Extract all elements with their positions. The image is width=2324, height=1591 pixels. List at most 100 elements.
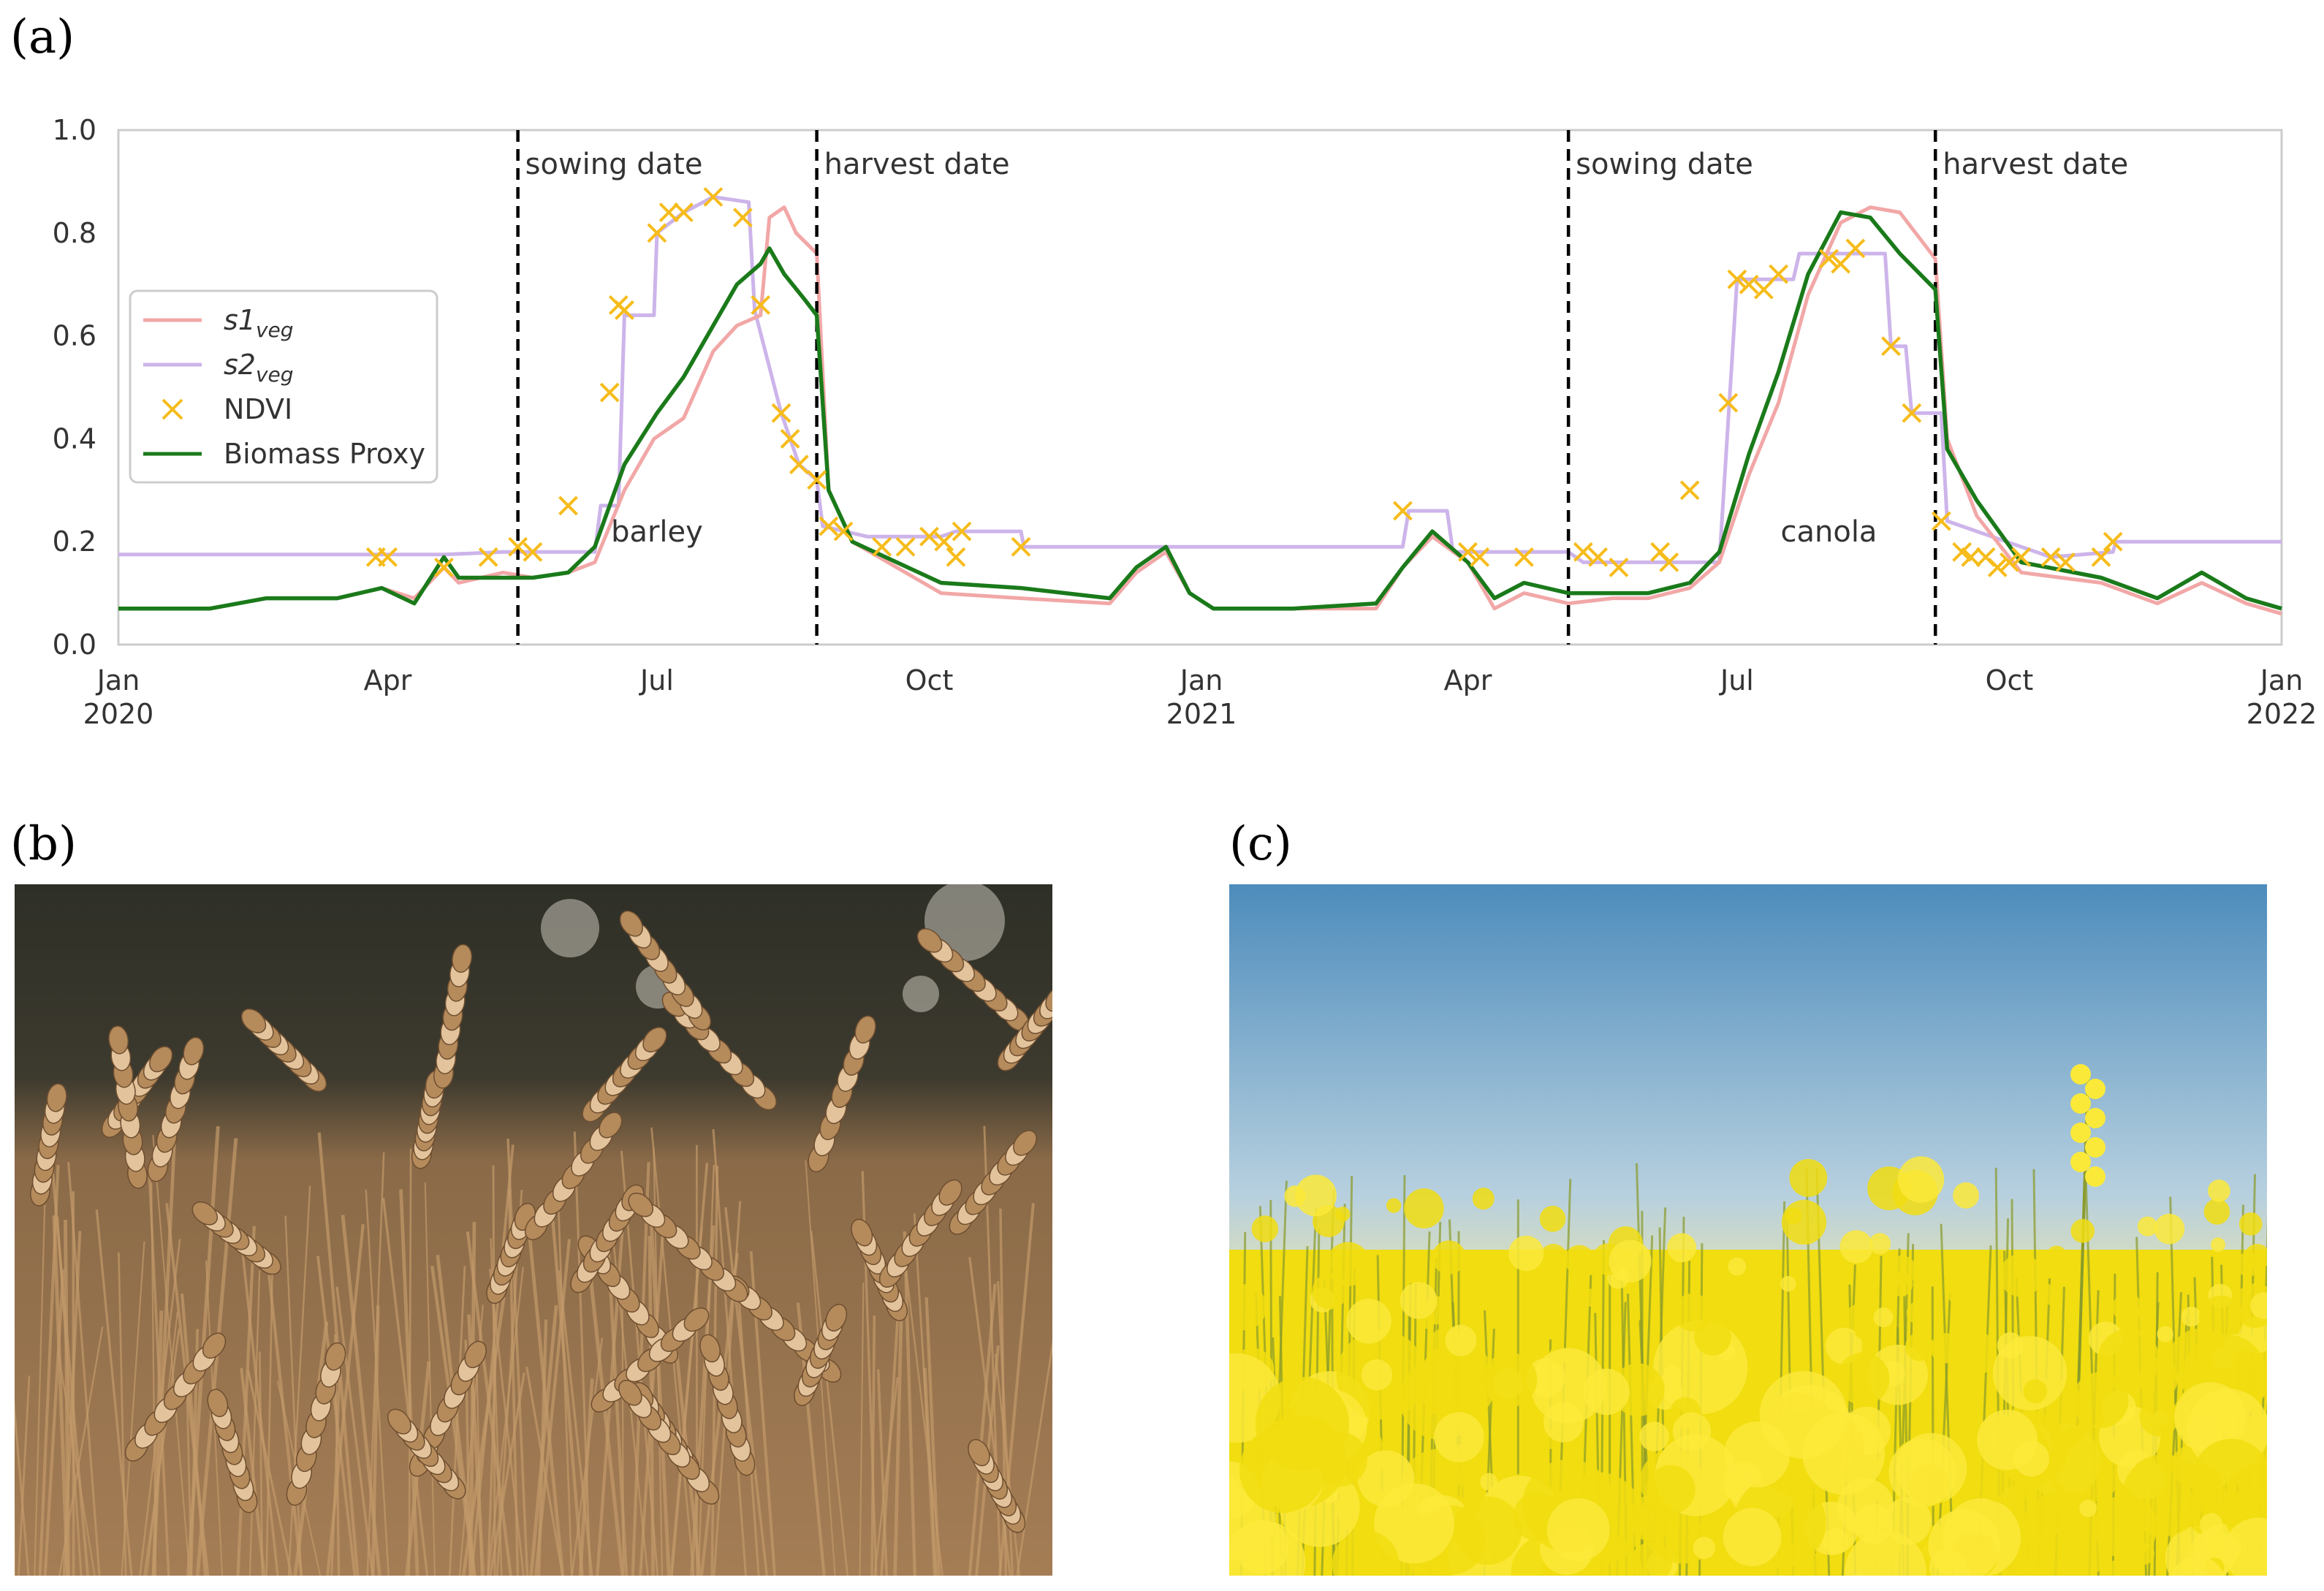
ndvi-marker-stroke [378, 547, 398, 567]
barley-stalk [903, 1231, 916, 1576]
ndvi-marker [789, 455, 809, 475]
plot-frame [117, 129, 2283, 646]
ndvi-marker-stroke [523, 542, 543, 562]
barley-stalk [34, 1204, 46, 1576]
x-tick-label: Oct [905, 664, 954, 696]
ndvi-marker-stroke [807, 470, 827, 490]
canola-flower [1693, 1536, 1716, 1560]
ndvi-marker-stroke [919, 526, 939, 547]
legend-label-ndvi: NDVI [224, 393, 292, 425]
x-tick-year-label: 2020 [83, 698, 154, 730]
y-tick-label: 0.0 [53, 629, 96, 661]
canola-flower [1802, 1412, 1886, 1495]
canola-flower [1374, 1483, 1454, 1564]
canola-flower [1667, 1233, 1697, 1263]
barley-grain [854, 1015, 876, 1044]
x-tick-year-label: 2021 [1166, 698, 1237, 730]
event-line-label: harvest date [1943, 148, 2128, 181]
barley-stalk [248, 1269, 261, 1576]
canola-flower [1845, 1530, 1926, 1576]
canola-flower [2046, 1245, 2067, 1266]
barley-stalk [240, 1246, 279, 1576]
ndvi-marker-stroke [434, 557, 454, 577]
canola-flower [1780, 1275, 1796, 1292]
y-tick-label: 1.0 [53, 114, 96, 146]
barley-stalk [52, 1215, 69, 1576]
barley-stalk [15, 1400, 30, 1576]
canola-flower [2181, 1306, 2202, 1327]
ndvi-marker [1392, 501, 1413, 521]
canola-flower [1873, 1307, 1894, 1328]
barley-ear [628, 1192, 748, 1302]
barley-grain [46, 1083, 67, 1112]
ndvi-marker [1718, 392, 1739, 413]
ndvi-marker-stroke [732, 208, 753, 228]
barley-stalk [461, 1296, 506, 1576]
barley-ear [207, 1389, 258, 1514]
barley-stalk [399, 1189, 419, 1576]
canola-flower [1723, 1421, 1791, 1488]
barley-stalk [64, 1220, 70, 1576]
canola-tall-flower [2085, 1108, 2105, 1128]
canola-flower [1404, 1188, 1444, 1229]
barley-stalk [365, 1189, 390, 1576]
ndvi-marker-stroke [1769, 264, 1789, 284]
canola-flower [1854, 1322, 1872, 1340]
y-tick-label: 0.4 [53, 422, 96, 455]
y-tick-label: 0.2 [53, 525, 96, 558]
ndvi-marker [434, 557, 454, 577]
canola-flower [1646, 1465, 1695, 1514]
ndvi-marker [807, 470, 827, 490]
ndvi-marker [1931, 511, 1951, 531]
ndvi-marker-stroke [1458, 542, 1478, 562]
ndvi-marker-stroke [952, 521, 972, 542]
canola-flower [1508, 1235, 1544, 1272]
ndvi-marker-stroke [771, 403, 791, 423]
ndvi-marker-stroke [615, 300, 634, 320]
barley-grain [324, 1342, 346, 1371]
barley-field-photo [15, 884, 1052, 1576]
barley-stalk [148, 1168, 170, 1576]
barley-stalk [700, 1253, 739, 1576]
canola-flower [2079, 1500, 2097, 1517]
barley-stalk [316, 1256, 357, 1576]
barley-stalk [557, 1196, 573, 1576]
ndvi-marker [1881, 336, 1901, 357]
canola-tall-flower [2085, 1079, 2105, 1099]
canola-flower [1674, 1293, 1712, 1332]
ndvi-marker-stroke [833, 521, 854, 542]
barley-ear [949, 1130, 1037, 1235]
ndvi-marker [508, 536, 528, 557]
ndvi-marker-stroke [673, 202, 694, 223]
barley-stalk [578, 1378, 594, 1576]
ndvi-marker [2103, 531, 2123, 552]
barley-grain [387, 1408, 411, 1435]
canola-flower [2007, 1559, 2043, 1576]
barley-ear [591, 1307, 710, 1413]
canola-flower [1714, 1569, 1736, 1576]
canola-flower [1888, 1438, 1957, 1507]
x-tick-label: Jan [96, 664, 140, 696]
series-line-s2 [118, 195, 2282, 564]
ndvi-marker-stroke [780, 428, 800, 449]
ndvi-marker [872, 536, 892, 557]
ndvi-marker-stroke [1718, 392, 1739, 413]
canola-flower [1886, 1255, 1917, 1286]
ndvi-marker-stroke [2091, 547, 2111, 567]
canola-flower [2224, 1517, 2267, 1576]
barley-grain [916, 928, 943, 953]
ndvi-marker [1588, 547, 1609, 567]
x-tick-label: Jul [639, 664, 674, 696]
barley-stalk [876, 1369, 888, 1576]
panel-label-c: (c) [1229, 817, 1292, 871]
ndvi-marker [1845, 238, 1866, 259]
ndvi-marker [615, 300, 634, 320]
barley-stalk [893, 1317, 903, 1576]
ndvi-marker-stroke [1659, 552, 1679, 572]
canola-flower [1445, 1324, 1477, 1356]
barley-stalk [525, 1366, 564, 1576]
canola-flower [1251, 1215, 1279, 1242]
barley-stalk [430, 1266, 476, 1576]
canola-flower [2138, 1358, 2179, 1398]
barley-grain [108, 1025, 129, 1055]
